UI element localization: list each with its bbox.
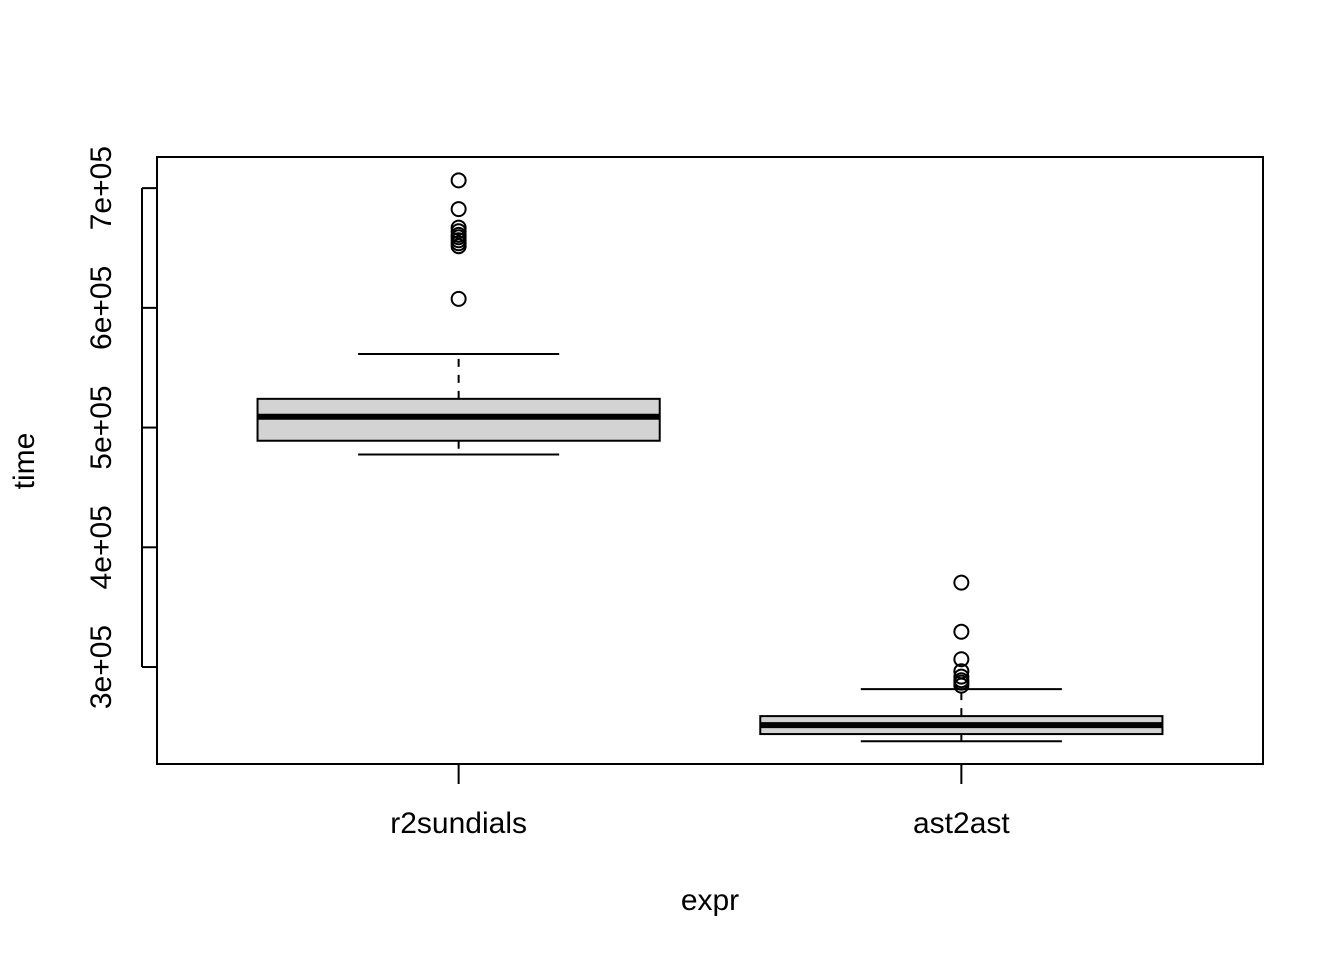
y-tick-label: 4e+05 <box>85 505 118 589</box>
y-tick-label: 6e+05 <box>85 266 118 350</box>
outlier-point <box>953 651 970 668</box>
plot-frame <box>156 156 1264 765</box>
x-tick-label: ast2ast <box>913 807 1010 840</box>
outlier-point <box>450 238 467 255</box>
outlier-point <box>953 677 970 694</box>
box-r2sundials <box>256 172 661 456</box>
y-tick-label: 7e+05 <box>85 146 118 230</box>
outlier-point <box>450 290 467 307</box>
y-axis-title: time <box>8 433 41 490</box>
y-axis: 3e+05 4e+05 5e+05 6e+05 7e+05 <box>85 146 157 709</box>
outlier-point <box>450 172 467 189</box>
x-axis-title: expr <box>681 884 739 917</box>
outlier-point <box>953 623 970 640</box>
boxes <box>256 172 1164 743</box>
x-tick-label: r2sundials <box>390 807 527 840</box>
x-axis: r2sundials ast2ast <box>390 764 1010 840</box>
y-tick-label: 3e+05 <box>85 625 118 709</box>
outlier-point <box>953 574 970 591</box>
box-ast2ast <box>759 574 1164 743</box>
outlier-point <box>450 201 467 218</box>
y-tick-label: 5e+05 <box>85 385 118 469</box>
